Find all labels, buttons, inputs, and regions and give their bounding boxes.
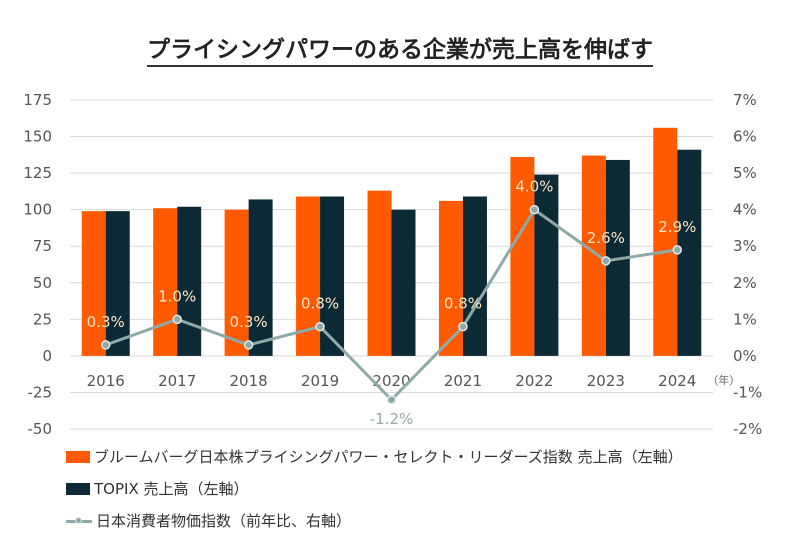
right-tick-label: 6% <box>733 128 757 146</box>
left-tick-label: 50 <box>33 274 52 292</box>
data-labels: 0.3% 1.0% 0.3% 0.8% -1.2% 0.8% 4.0% 2.6% 2.9% <box>87 178 697 428</box>
cpi-data-label: 0.8% <box>301 295 339 313</box>
right-tick-label: 0% <box>733 347 757 365</box>
bar-topix <box>177 206 202 356</box>
x-tick-label: 2018 <box>230 372 268 390</box>
legend-item-pricing-power: ブルームバーグ日本株プライシングパワー・セレクト・リーダーズ指数 売上高（左軸） <box>66 446 683 467</box>
x-tick-label: 2023 <box>587 372 625 390</box>
x-tick-label: 2017 <box>158 372 196 390</box>
right-tick-label: -2% <box>733 420 762 438</box>
legend-item-cpi: 日本消費者物価指数（前年比、右軸） <box>66 510 351 531</box>
cpi-marker <box>601 256 611 266</box>
bar-topix <box>462 196 487 356</box>
chart-title-text: プライシングパワーのある企業が売上高を伸ばす <box>147 37 653 67</box>
right-tick-label: 3% <box>733 237 757 255</box>
bar-pricing-power <box>81 211 106 356</box>
x-tick-label: 2021 <box>444 372 482 390</box>
left-tick-label: -25 <box>28 383 53 401</box>
cpi-data-label: 4.0% <box>515 178 553 196</box>
right-tick-label: 7% <box>733 91 757 109</box>
bar-pricing-power <box>438 200 463 356</box>
legend-swatch-dark <box>66 482 90 495</box>
cpi-marker <box>172 314 182 325</box>
legend-line-marker-icon <box>66 515 92 527</box>
cpi-data-label: -1.2% <box>370 410 414 428</box>
cpi-marker <box>672 245 683 255</box>
bar-topix <box>248 199 273 356</box>
cpi-marker <box>458 321 468 332</box>
legend-label: TOPIX 売上高（左軸） <box>94 480 249 498</box>
cpi-marker <box>100 340 111 350</box>
cpi-data-label: 2.6% <box>587 229 625 247</box>
left-tick-label: 150 <box>23 128 52 146</box>
right-tick-label: 5% <box>733 164 757 182</box>
left-tick-label: 0 <box>42 347 52 365</box>
x-unit-label: （年） <box>707 373 740 387</box>
bars <box>81 127 702 356</box>
cpi-data-label: 2.9% <box>658 218 696 236</box>
bar-pricing-power <box>153 208 178 356</box>
right-tick-label: 1% <box>733 310 757 328</box>
cpi-marker <box>529 204 540 215</box>
cpi-data-label: 0.3% <box>87 313 125 331</box>
legend-swatch-orange <box>66 450 90 463</box>
legend-item-topix: TOPIX 売上高（左軸） <box>66 478 248 499</box>
x-tick-label: 2019 <box>301 372 339 390</box>
cpi-marker <box>386 395 397 405</box>
left-tick-label: -50 <box>28 420 53 438</box>
x-tick-label: 2020 <box>372 372 410 390</box>
bar-pricing-power <box>510 157 535 356</box>
bar-topix <box>534 174 559 356</box>
right-tick-label: -1% <box>733 383 762 401</box>
left-tick-label: 125 <box>23 164 52 182</box>
left-tick-label: 175 <box>23 91 52 109</box>
left-tick-label: 25 <box>33 310 52 328</box>
cpi-marker <box>315 321 325 332</box>
cpi-line-series <box>100 204 683 405</box>
bar-topix <box>391 209 416 356</box>
cpi-data-label: 0.3% <box>230 313 268 331</box>
bar-topix <box>677 149 702 356</box>
bar-pricing-power <box>653 127 678 356</box>
left-tick-label: 100 <box>23 201 52 219</box>
chart-title: プライシングパワーのある企業が売上高を伸ばす <box>0 30 800 67</box>
cpi-data-label: 1.0% <box>158 287 196 305</box>
bar-pricing-power <box>581 155 606 356</box>
x-tick-label: 2024 <box>658 372 696 390</box>
left-axis: 175 150 125 100 75 50 25 0 -25 -50 <box>23 91 52 438</box>
cpi-marker <box>243 340 254 350</box>
x-tick-label: 2016 <box>87 372 125 390</box>
right-tick-label: 4% <box>733 201 757 219</box>
legend-label: ブルームバーグ日本株プライシングパワー・セレクト・リーダーズ指数 売上高（左軸） <box>94 448 683 466</box>
right-axis: 7% 6% 5% 4% 3% 2% 1% 0% -1% -2% <box>733 91 762 438</box>
legend-label: 日本消費者物価指数（前年比、右軸） <box>96 512 352 530</box>
x-axis: 2016 2017 2018 2019 2020 2021 2022 2023 2024 （年） <box>87 372 741 390</box>
right-tick-label: 2% <box>733 274 757 292</box>
cpi-data-label: 0.8% <box>444 295 482 313</box>
x-tick-label: 2022 <box>515 372 553 390</box>
bar-pricing-power <box>224 209 249 356</box>
bar-topix <box>105 211 130 356</box>
left-tick-label: 75 <box>33 237 52 255</box>
bar-pricing-power <box>367 190 392 356</box>
